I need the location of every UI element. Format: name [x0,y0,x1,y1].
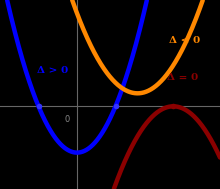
Text: 0: 0 [65,115,70,124]
Text: Δ > 0: Δ > 0 [37,66,68,75]
Text: Δ < 0: Δ < 0 [169,36,200,45]
Text: Δ = 0: Δ = 0 [167,74,198,82]
